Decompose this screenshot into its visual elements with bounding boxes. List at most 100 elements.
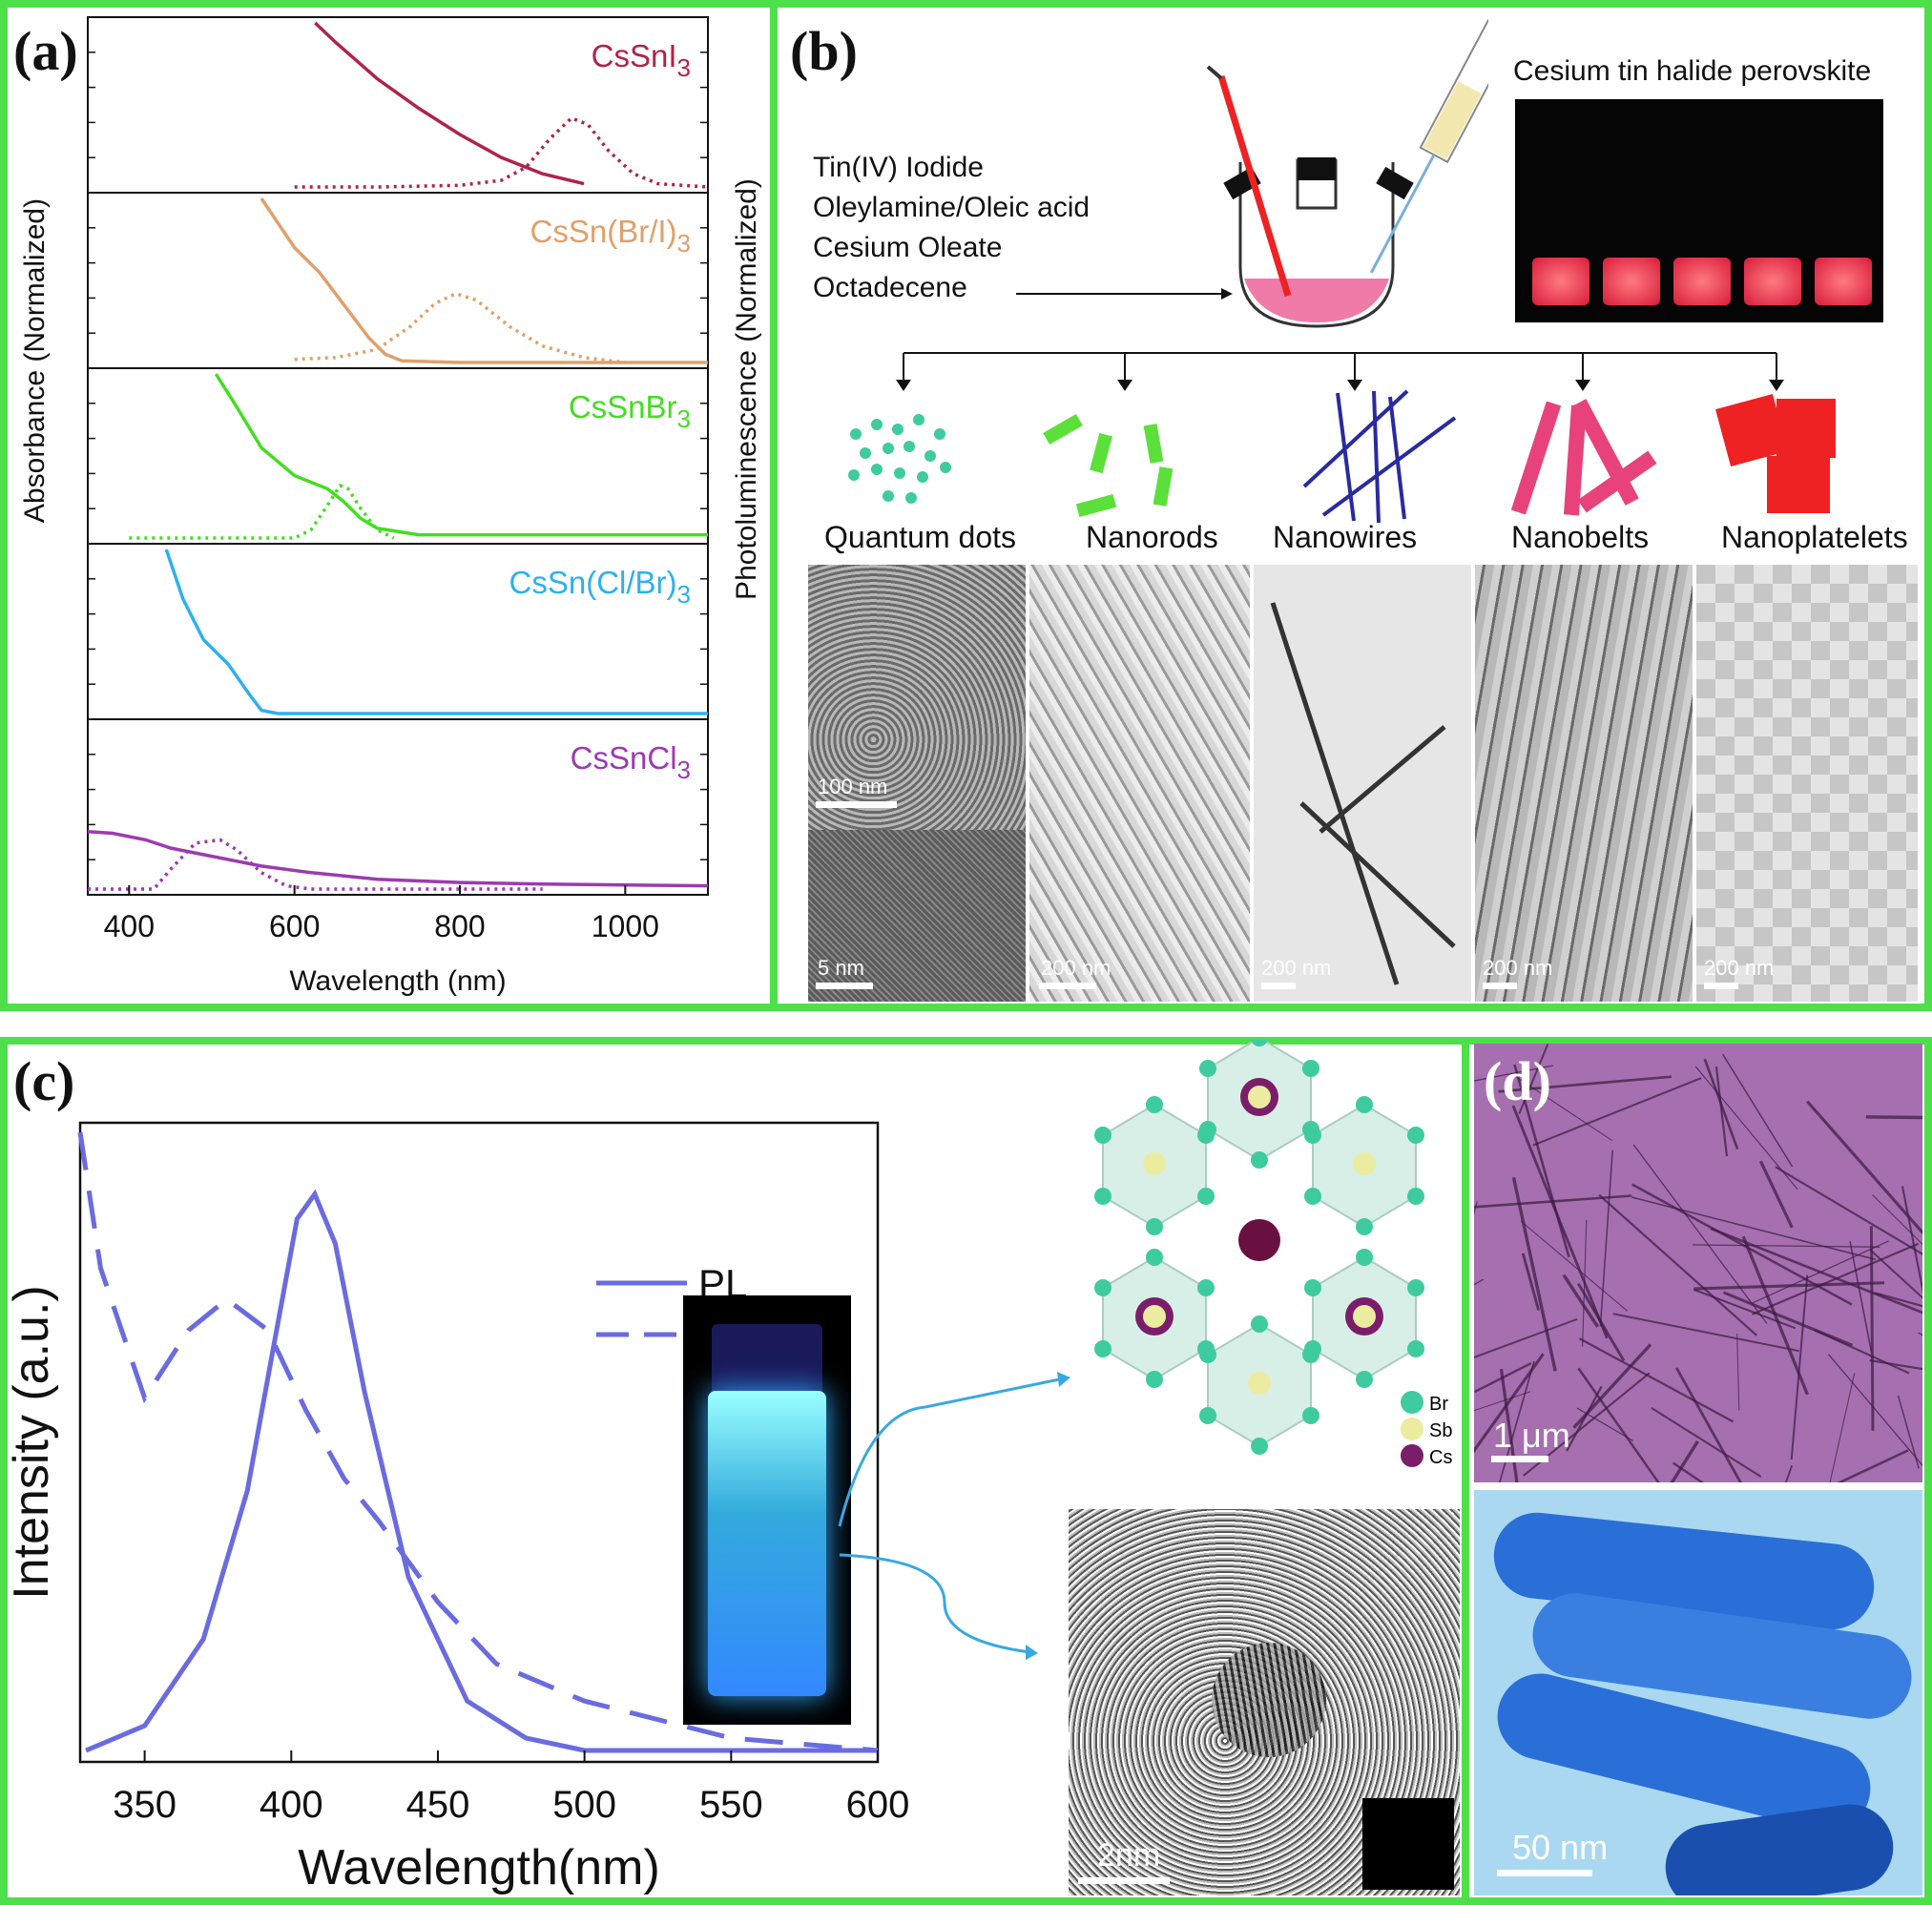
nanowire-strand <box>1692 1244 1880 1248</box>
panel-a-plot-area <box>87 16 709 896</box>
legend-sb: Sb <box>1429 1420 1452 1441</box>
nanowire-strand <box>1576 1407 1634 1442</box>
br-atom <box>1251 1315 1268 1333</box>
br-atom <box>1407 1127 1424 1144</box>
nanowire-strand <box>1693 1288 1797 1330</box>
nanowire-strand <box>1710 1227 1922 1315</box>
nanowire-strand <box>1849 1241 1873 1353</box>
br-atom <box>1304 1279 1321 1296</box>
panel-c-plot-area <box>78 1121 880 1764</box>
nanowire-strand <box>1474 1317 1578 1359</box>
nanowires-icon <box>1302 389 1457 524</box>
stopper-right <box>1376 166 1414 200</box>
legend-br: Br <box>1429 1394 1448 1415</box>
nanowire-strand <box>1474 1362 1532 1394</box>
br-atom <box>1094 1279 1111 1296</box>
subplot-label-4: CsSnCl3 <box>571 740 691 784</box>
scalebar-200nm-wires <box>1261 983 1296 989</box>
perovskite-vials-photo <box>1515 99 1883 322</box>
nanowire-strand <box>1672 1461 1705 1482</box>
br-atom <box>1407 1279 1424 1296</box>
tem-nanowires: 200 nm <box>1254 565 1471 1002</box>
thermometer <box>1217 74 1292 298</box>
sb-atom <box>1143 1305 1166 1328</box>
x-tick-label: 1000 <box>592 909 659 943</box>
nanowire-strand <box>1901 1186 1922 1294</box>
nanowire-strand <box>1562 1273 1600 1328</box>
morph-label-nanowires: Nanowires <box>1273 520 1418 554</box>
nanowire-strand <box>1612 1313 1799 1353</box>
nanowire-strand <box>1829 1373 1856 1482</box>
br-atom <box>1304 1127 1321 1144</box>
panel-c-xlabel: Wavelength(nm) <box>298 1840 660 1895</box>
precursor-3: Cesium Oleate <box>813 232 1003 263</box>
morph-label-nanobelts: Nanobelts <box>1511 520 1650 554</box>
nanowire-strand <box>1498 1075 1672 1093</box>
br-atom <box>1146 1218 1163 1235</box>
scalebar-label-belts: 200 nm <box>1483 956 1553 980</box>
pl-line-2 <box>129 483 395 540</box>
nanowire-strand <box>1827 1354 1922 1467</box>
panel-b-label: (b) <box>790 20 858 82</box>
panel-d-frame <box>1462 1037 1932 1905</box>
tem-purple-nanowires: 1 μm <box>1474 1044 1922 1482</box>
subplot-label-3: CsSn(Cl/Br)3 <box>509 565 691 609</box>
nanowire-strand <box>1510 1073 1613 1142</box>
br-atom <box>1197 1188 1215 1205</box>
br-atom <box>1251 1040 1268 1046</box>
nanowire-strand <box>1872 1194 1922 1246</box>
nanowire-strand <box>1736 1334 1740 1411</box>
abs-line-0 <box>314 21 585 186</box>
scalebar-200nm-belts <box>1483 983 1517 989</box>
panel-a-ylabel-right: Photoluminescence (Normalized) <box>731 178 762 600</box>
legend-br-dot <box>1401 1391 1423 1414</box>
br-atom <box>1302 1407 1319 1424</box>
x-tick-label: 600 <box>846 1784 910 1826</box>
nanowire-strand <box>1532 1077 1702 1147</box>
scalebar-5nm <box>816 983 873 989</box>
scalebar-label-1um: 1 μm <box>1493 1416 1570 1455</box>
nanowire-strand <box>1577 1367 1660 1482</box>
nanowire-strand <box>1869 1358 1922 1371</box>
scalebar-100nm <box>816 801 897 808</box>
br-atom <box>1356 1371 1373 1388</box>
nanowire-strand <box>1498 1360 1535 1482</box>
precursor-1: Tin(IV) Iodide <box>813 152 984 183</box>
br-atom <box>1251 1438 1268 1455</box>
nanowire-strand <box>1806 1100 1922 1235</box>
nanowire-strand <box>1499 1368 1519 1482</box>
scalebar-label-100nm: 100 nm <box>818 775 888 798</box>
scalebar-label-50nm: 50 nm <box>1512 1828 1609 1867</box>
nanowire-strand <box>1599 1149 1613 1327</box>
tem-quantum-dots: 100 nm 5 nm <box>808 565 1026 1002</box>
scalebar-label-plates: 200 nm <box>1704 956 1775 980</box>
nanowire-strand <box>1670 1440 1699 1482</box>
br-atom <box>1094 1188 1111 1205</box>
x-tick-label: 400 <box>104 909 155 943</box>
x-tick-label: 400 <box>260 1784 323 1826</box>
x-tick-label: 450 <box>406 1784 470 1826</box>
nanowire-strand <box>1752 1240 1889 1304</box>
tem-blue-nanorods: 50 nm <box>1474 1490 1922 1895</box>
pl-line-0 <box>294 115 709 189</box>
sb-atom <box>1353 1152 1376 1175</box>
br-atom <box>1199 1346 1216 1363</box>
panel-c-chart: PLAbs350400450500550600Wavelength(nm)Int… <box>4 1121 910 1895</box>
cs-atom-center <box>1238 1219 1280 1261</box>
nanowire-strand <box>1714 1066 1729 1157</box>
nanowire-strand <box>1865 1115 1922 1120</box>
tem-nanoplatelets: 200 nm <box>1696 565 1918 1002</box>
nanowire-strand <box>1474 1201 1478 1215</box>
reaction-setup <box>1016 19 1488 328</box>
nanowire-strand <box>1918 1332 1922 1336</box>
x-tick-label: 550 <box>699 1784 763 1826</box>
blue-vial-photo <box>683 1295 851 1725</box>
nanowire-strand <box>1474 1065 1553 1082</box>
tem-nanorods: 200 nm <box>1029 565 1250 1002</box>
nanowire-strand <box>1721 1053 1794 1168</box>
abs-line-3 <box>164 549 708 715</box>
panel-c-label: (c) <box>13 1050 75 1112</box>
nanoplatelets-icon <box>1715 394 1836 513</box>
quantum-dots-icon <box>848 414 951 504</box>
br-atom <box>1407 1188 1424 1205</box>
